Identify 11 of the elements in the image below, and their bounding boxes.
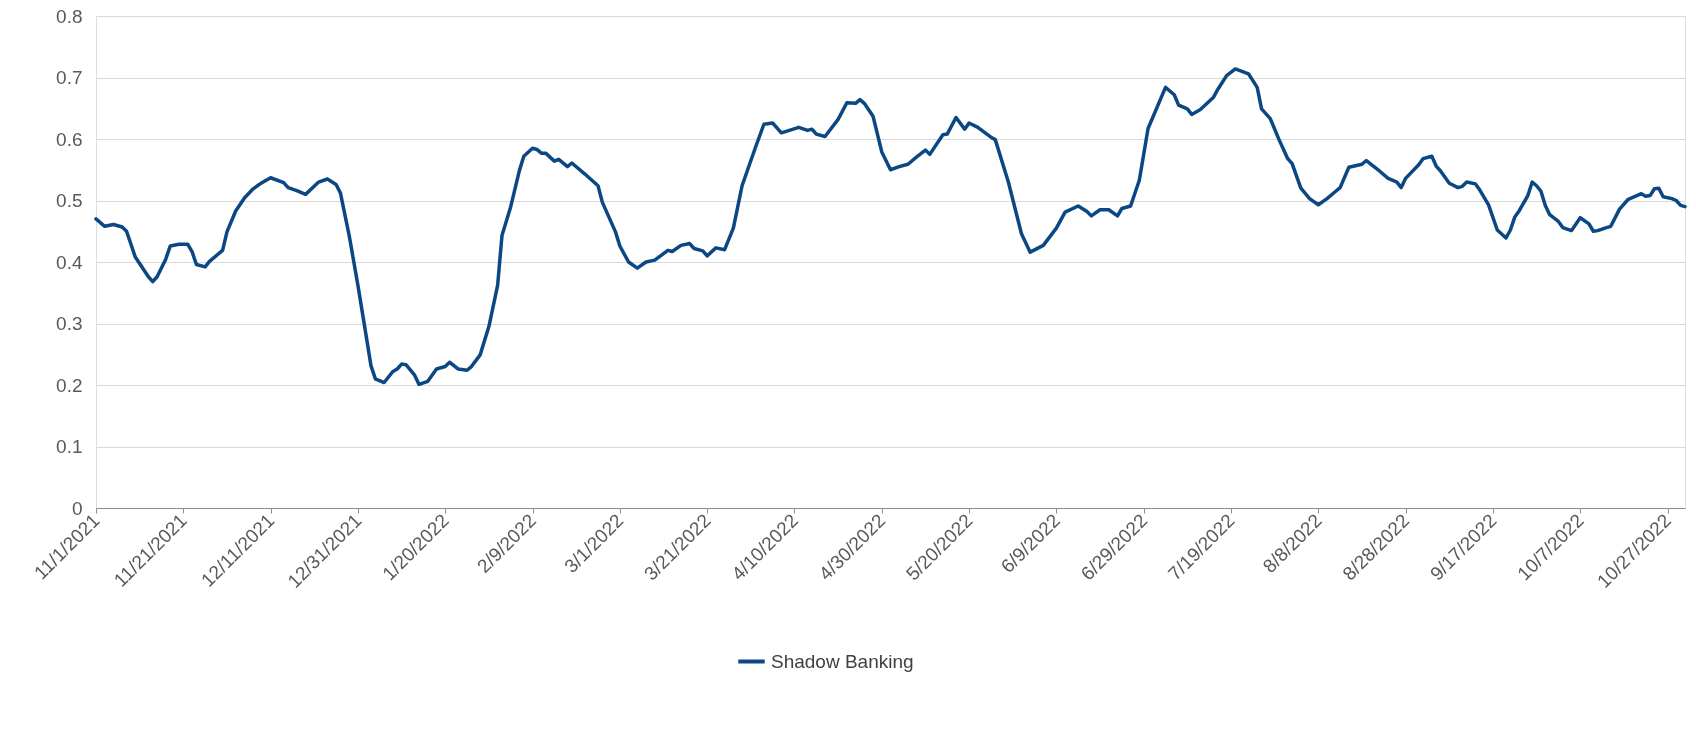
y-tick-label: 0.7	[56, 67, 83, 88]
legend-label: Shadow Banking	[771, 650, 914, 672]
y-tick-label: 0.5	[56, 190, 83, 211]
y-tick-label: 0.3	[56, 313, 83, 334]
y-tick-label: 0.4	[56, 251, 83, 273]
y-tick-label: 0	[71, 497, 83, 519]
y-tick-label: 0.2	[56, 374, 83, 396]
y-tick-label: 0.1	[56, 436, 83, 457]
y-tick-label: 0.6	[56, 128, 83, 150]
y-tick-label: 0.8	[56, 5, 83, 27]
line-series	[94, 67, 1687, 387]
